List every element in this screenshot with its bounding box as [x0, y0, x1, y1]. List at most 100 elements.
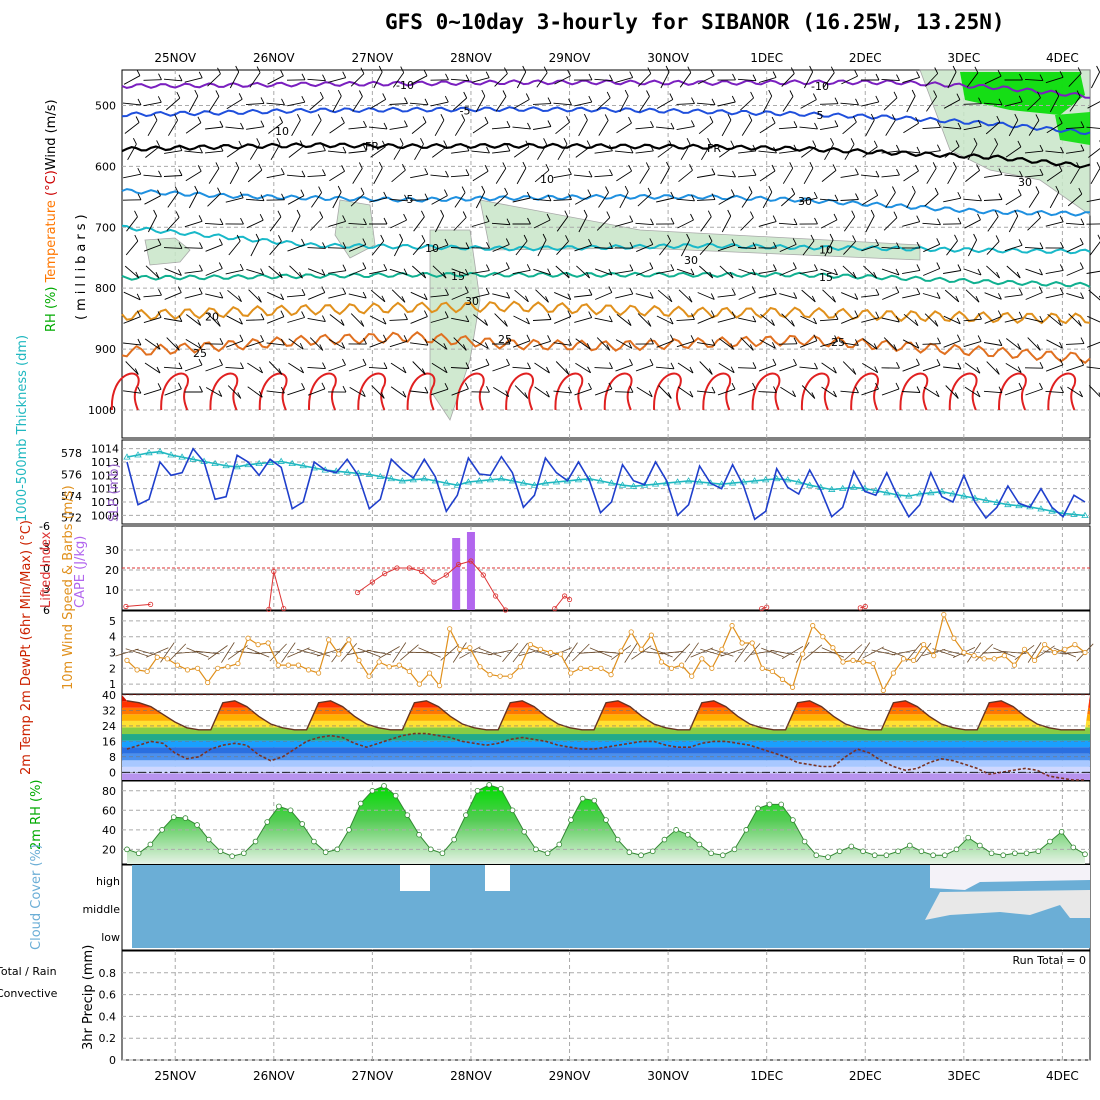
wind-speed-point: [931, 653, 937, 659]
wind-barb: [574, 101, 592, 107]
wind-barb-flag: [998, 193, 1003, 200]
rh-tick-label: 60: [102, 804, 116, 817]
wind-barb-flag: [809, 161, 814, 169]
wind-barb: [842, 265, 857, 279]
slp-tick-label: 1012: [91, 469, 119, 482]
wind-barb: [656, 99, 674, 109]
wind-barb-flag: [647, 67, 652, 74]
wind-barb-flag: [322, 169, 326, 176]
isotherm-25: [121, 331, 1091, 365]
wind-barb: [984, 342, 1002, 346]
wind-speed-point: [749, 640, 755, 646]
wind-barb: [575, 362, 591, 374]
wind-barb-flag: [624, 185, 629, 193]
wind-barb-flag: [522, 65, 527, 73]
surface-wind-barb: [599, 650, 624, 655]
wind-barb: [188, 191, 199, 209]
wind-barb-flag: [424, 386, 429, 394]
wind-barb-flag: [299, 342, 304, 350]
wind-barb-flag: [461, 114, 466, 121]
wind-speed-point: [437, 683, 443, 689]
wind-barb-flag: [668, 140, 673, 147]
wind-barb-flag: [156, 342, 161, 350]
wind-barb: [985, 121, 1001, 135]
rh-point: [276, 803, 282, 810]
wind-barb-flag: [239, 334, 244, 342]
wind-barb-flag: [748, 186, 753, 193]
wind-barb: [266, 316, 285, 324]
wind-barb: [639, 168, 650, 184]
wind-barb: [373, 71, 383, 89]
date-label-bottom: 1DEC: [750, 1069, 783, 1083]
wind-barb-flag: [893, 91, 898, 99]
wind-barb-flag: [342, 287, 347, 295]
wind-barb: [327, 150, 347, 154]
wind-barb: [164, 292, 182, 300]
wind-barb: [534, 169, 550, 183]
wind-barb-flag: [1059, 71, 1064, 78]
wind-barb-flag: [952, 65, 957, 73]
wind-speed-point: [1011, 662, 1018, 668]
wind-barb-flag: [957, 362, 962, 370]
wind-barb: [188, 95, 199, 113]
pressure-tick-label: 1000: [88, 404, 116, 417]
wind-barb-flag: [382, 93, 387, 100]
lifted-index-line: [357, 560, 506, 611]
wind-barb: [555, 121, 570, 135]
lifted-index-line: [860, 606, 866, 609]
wind-barb: [332, 191, 342, 209]
wind-barb: [410, 75, 428, 85]
wind-speed-point: [900, 656, 907, 662]
lifted-index-point: [502, 607, 509, 613]
wind-barb-flag: [300, 189, 305, 196]
wind-barb-flag: [358, 90, 363, 97]
wind-barb-flag: [813, 191, 818, 199]
wind-barb-flag: [814, 217, 818, 225]
wind-barb-flag: [485, 287, 490, 295]
wind-barb: [676, 103, 695, 105]
surface-wind-barb: [761, 647, 784, 658]
wind-barb-flag: [465, 315, 470, 322]
wind-barb: [535, 289, 549, 303]
wind-barb: [944, 289, 960, 303]
isotherm-30-loop: [160, 372, 189, 411]
wind-barb-flag: [749, 211, 754, 218]
rh-point: [883, 852, 890, 859]
wind-barb-flag: [649, 262, 654, 269]
wind-barb: [862, 363, 878, 373]
rh-contour-shade: [429, 229, 481, 421]
rh-point: [626, 849, 633, 856]
wind-barb: [721, 119, 732, 137]
wind-barb-flag: [543, 138, 548, 145]
wind-barb: [574, 195, 592, 205]
wind-barb-flag: [260, 97, 265, 104]
wind-barb: [881, 388, 900, 396]
wind-barb: [352, 168, 363, 184]
wind-barb: [697, 75, 715, 85]
wind-barb: [778, 222, 798, 226]
wind-axis-label: 10m Wind Speed & Barbs (m/s): [61, 485, 76, 690]
wind-barb: [143, 316, 162, 324]
wind-barb-flag: [686, 137, 691, 145]
wind-speed-point: [668, 665, 675, 671]
wind-barb-flag: [199, 146, 203, 154]
cape-bar: [466, 532, 475, 610]
rh-tick-label: 40: [102, 824, 116, 837]
wind-barb: [513, 146, 530, 158]
wind-barb: [205, 387, 223, 397]
wind-barb: [596, 217, 611, 231]
wind-barb: [227, 385, 242, 399]
wind-barb: [332, 95, 342, 113]
wind-speed-point: [447, 626, 453, 632]
wind-barb-flag: [647, 187, 652, 195]
rh-point: [836, 848, 843, 855]
wind-barb: [368, 126, 388, 130]
wind-barb: [595, 292, 612, 300]
lifted-index-point: [492, 593, 499, 599]
wind-barb: [123, 173, 141, 179]
wind-barb-flag: [383, 122, 388, 130]
wind-speed-point: [225, 664, 231, 670]
chart-title: GFS 0~10day 3-hourly for SIBANOR (16.25W…: [385, 10, 1005, 34]
wind-barb: [594, 150, 613, 154]
wind-barb-flag: [381, 295, 386, 303]
